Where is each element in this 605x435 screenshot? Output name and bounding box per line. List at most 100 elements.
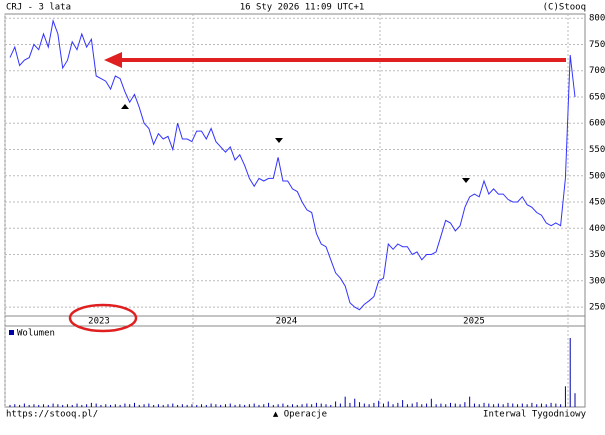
- volume-bar: [234, 404, 236, 407]
- volume-bar: [421, 404, 423, 407]
- volume-bar: [14, 404, 16, 407]
- volume-bar: [469, 396, 471, 407]
- y-tick-label: 400: [589, 224, 605, 234]
- volume-bar: [306, 403, 308, 407]
- volume-bar: [244, 404, 246, 407]
- y-tick-label: 300: [589, 276, 605, 286]
- volume-bar: [9, 404, 11, 407]
- volume-bar: [497, 403, 499, 407]
- header-center: 16 Sty 2026 11:09 UTC+1: [240, 3, 365, 13]
- volume-bar: [378, 400, 380, 407]
- x-year-label: 2024: [276, 317, 298, 327]
- volume-bar: [517, 404, 519, 407]
- volume-bar: [555, 403, 557, 407]
- y-tick-label: 650: [589, 92, 605, 102]
- volume-bar: [311, 404, 313, 407]
- volume-bar: [335, 401, 337, 407]
- volume-bar: [86, 404, 88, 407]
- volume-bar: [287, 404, 289, 407]
- annotation-circle: [68, 303, 138, 333]
- volume-bar: [38, 404, 40, 407]
- volume-bar: [162, 404, 164, 407]
- volume-bar: [521, 403, 523, 407]
- volume-bar: [387, 401, 389, 407]
- volume-bar: [210, 403, 212, 407]
- volume-bar: [330, 404, 332, 407]
- volume-bar: [344, 396, 346, 407]
- operation-marker: [275, 138, 283, 143]
- volume-bar: [402, 400, 404, 407]
- volume-bar: [191, 404, 193, 407]
- volume-bar: [406, 404, 408, 407]
- volume-bar: [411, 403, 413, 407]
- volume-bar: [301, 404, 303, 407]
- volume-bar: [545, 404, 547, 407]
- volume-bar: [66, 404, 68, 407]
- volume-bar: [133, 402, 135, 407]
- volume-legend-swatch: [9, 330, 14, 335]
- volume-bar: [47, 404, 49, 407]
- volume-bar: [540, 403, 542, 407]
- y-tick-label: 550: [589, 145, 605, 155]
- volume-bar: [43, 404, 45, 407]
- volume-legend: Wolumen: [17, 329, 55, 339]
- volume-bar: [445, 404, 447, 407]
- volume-bar: [373, 402, 375, 407]
- volume-bar: [205, 404, 207, 407]
- volume-bar: [296, 404, 298, 407]
- volume-bar: [100, 404, 102, 407]
- volume-bar: [325, 404, 327, 407]
- volume-bar: [512, 403, 514, 407]
- footer-left: https://stooq.pl/: [6, 410, 98, 420]
- volume-bar: [459, 404, 461, 407]
- volume-bar: [215, 404, 217, 407]
- volume-bar: [76, 403, 78, 407]
- volume-bar: [23, 403, 25, 407]
- y-tick-label: 350: [589, 250, 605, 260]
- volume-bar: [157, 404, 159, 407]
- y-tick-label: 450: [589, 198, 605, 208]
- volume-bar: [574, 393, 576, 407]
- x-year-label: 2023: [88, 317, 110, 327]
- volume-bar: [248, 404, 250, 407]
- volume-bar: [114, 404, 116, 407]
- volume-bar: [277, 404, 279, 407]
- volume-bar: [253, 403, 255, 407]
- volume-bar: [124, 403, 126, 407]
- volume-bar: [239, 404, 241, 407]
- volume-bar: [62, 404, 64, 407]
- volume-bar: [320, 403, 322, 407]
- volume-bar: [129, 404, 131, 407]
- volume-bar: [258, 404, 260, 407]
- volume-bar: [315, 402, 317, 407]
- volume-bar: [502, 404, 504, 407]
- volume-bar: [186, 404, 188, 407]
- volume-bar: [52, 403, 54, 407]
- volume-bar: [272, 404, 274, 407]
- volume-bar: [196, 404, 198, 407]
- operation-marker: [462, 178, 470, 183]
- volume-bar: [81, 404, 83, 407]
- volume-bar: [220, 404, 222, 407]
- volume-bar: [181, 404, 183, 407]
- volume-bar: [536, 404, 538, 407]
- volume-bar: [560, 404, 562, 407]
- volume-bar: [483, 402, 485, 407]
- volume-bar: [282, 403, 284, 407]
- annotation-arrowhead: [104, 52, 122, 68]
- volume-bar: [397, 402, 399, 407]
- volume-bar: [478, 404, 480, 407]
- operation-marker: [121, 104, 129, 109]
- volume-bar: [153, 404, 155, 407]
- y-tick-label: 250: [589, 303, 605, 313]
- frame: [4, 13, 586, 408]
- volume-bar: [28, 404, 30, 407]
- volume-bar: [392, 404, 394, 407]
- volume-bar: [488, 403, 490, 407]
- volume-bar: [229, 403, 231, 407]
- volume-bar: [382, 403, 384, 407]
- volume-bar: [105, 404, 107, 407]
- volume-bar: [148, 403, 150, 407]
- volume-bar: [177, 404, 179, 407]
